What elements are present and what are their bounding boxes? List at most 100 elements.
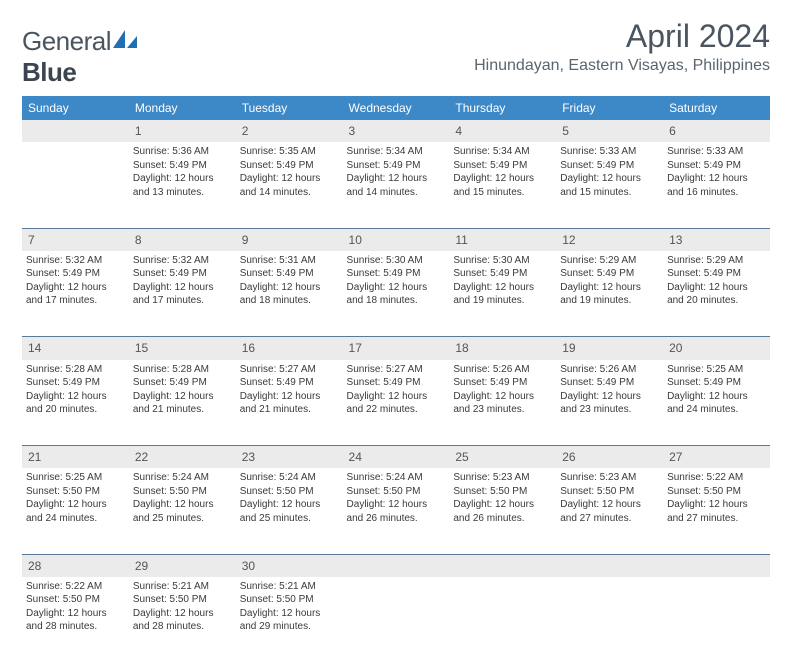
daylight-text: Daylight: 12 hours (133, 607, 232, 621)
day-cell: Sunrise: 5:27 AMSunset: 5:49 PMDaylight:… (343, 360, 450, 446)
sunrise-text: Sunrise: 5:21 AM (133, 580, 232, 594)
sunset-text: Sunset: 5:49 PM (26, 267, 125, 281)
daylight-text: Daylight: 12 hours (347, 498, 446, 512)
day-header: Friday (556, 96, 663, 120)
day-cell: Sunrise: 5:27 AMSunset: 5:49 PMDaylight:… (236, 360, 343, 446)
sunset-text: Sunset: 5:49 PM (667, 159, 766, 173)
sunrise-text: Sunrise: 5:26 AM (453, 363, 552, 377)
day-cell (449, 577, 556, 663)
sunrise-text: Sunrise: 5:24 AM (240, 471, 339, 485)
week-row: Sunrise: 5:25 AMSunset: 5:50 PMDaylight:… (22, 468, 770, 554)
day-cell: Sunrise: 5:28 AMSunset: 5:49 PMDaylight:… (22, 360, 129, 446)
day-number: 7 (22, 228, 129, 251)
day-number: 1 (129, 120, 236, 142)
day-cell: Sunrise: 5:31 AMSunset: 5:49 PMDaylight:… (236, 251, 343, 337)
daylight-text: Daylight: 12 hours (453, 281, 552, 295)
day-number: 6 (663, 120, 770, 142)
daylight-text: Daylight: 12 hours (240, 498, 339, 512)
day-cell: Sunrise: 5:24 AMSunset: 5:50 PMDaylight:… (129, 468, 236, 554)
calendar-table: Sunday Monday Tuesday Wednesday Thursday… (22, 96, 770, 663)
daylight-text: and 24 minutes. (667, 403, 766, 417)
daylight-text: Daylight: 12 hours (667, 498, 766, 512)
day-number: 5 (556, 120, 663, 142)
sunrise-text: Sunrise: 5:36 AM (133, 145, 232, 159)
daylight-text: Daylight: 12 hours (133, 498, 232, 512)
day-cell: Sunrise: 5:30 AMSunset: 5:49 PMDaylight:… (449, 251, 556, 337)
daylight-text: and 17 minutes. (133, 294, 232, 308)
daylight-text: and 25 minutes. (240, 512, 339, 526)
sunrise-text: Sunrise: 5:35 AM (240, 145, 339, 159)
day-number: 2 (236, 120, 343, 142)
sunrise-text: Sunrise: 5:30 AM (347, 254, 446, 268)
sunrise-text: Sunrise: 5:33 AM (560, 145, 659, 159)
daylight-text: Daylight: 12 hours (347, 390, 446, 404)
brand-text: GeneralBlue (22, 26, 139, 88)
daylight-text: and 19 minutes. (560, 294, 659, 308)
day-number: 16 (236, 337, 343, 360)
sunset-text: Sunset: 5:49 PM (453, 267, 552, 281)
day-number: 11 (449, 228, 556, 251)
sunset-text: Sunset: 5:50 PM (26, 485, 125, 499)
day-number (663, 554, 770, 577)
day-cell: Sunrise: 5:32 AMSunset: 5:49 PMDaylight:… (129, 251, 236, 337)
daylight-text: Daylight: 12 hours (453, 498, 552, 512)
daylight-text: and 17 minutes. (26, 294, 125, 308)
sunrise-text: Sunrise: 5:24 AM (133, 471, 232, 485)
sunset-text: Sunset: 5:49 PM (347, 376, 446, 390)
header: GeneralBlue April 2024 Hinundayan, Easte… (22, 18, 770, 88)
sunrise-text: Sunrise: 5:32 AM (133, 254, 232, 268)
daylight-text: Daylight: 12 hours (26, 607, 125, 621)
daylight-text: and 29 minutes. (240, 620, 339, 634)
sunset-text: Sunset: 5:49 PM (560, 267, 659, 281)
day-number: 26 (556, 446, 663, 469)
sunrise-text: Sunrise: 5:23 AM (453, 471, 552, 485)
sunrise-text: Sunrise: 5:34 AM (453, 145, 552, 159)
sunrise-text: Sunrise: 5:31 AM (240, 254, 339, 268)
daylight-text: Daylight: 12 hours (453, 172, 552, 186)
daylight-text: and 16 minutes. (667, 186, 766, 200)
sunset-text: Sunset: 5:49 PM (667, 376, 766, 390)
day-cell: Sunrise: 5:25 AMSunset: 5:49 PMDaylight:… (663, 360, 770, 446)
daylight-text: Daylight: 12 hours (240, 607, 339, 621)
daylight-text: and 21 minutes. (133, 403, 232, 417)
day-cell: Sunrise: 5:32 AMSunset: 5:49 PMDaylight:… (22, 251, 129, 337)
daylight-text: Daylight: 12 hours (240, 172, 339, 186)
daylight-text: and 13 minutes. (133, 186, 232, 200)
sunrise-text: Sunrise: 5:28 AM (26, 363, 125, 377)
day-cell: Sunrise: 5:34 AMSunset: 5:49 PMDaylight:… (449, 142, 556, 228)
day-header: Monday (129, 96, 236, 120)
day-number (22, 120, 129, 142)
day-number: 17 (343, 337, 450, 360)
daylight-text: and 18 minutes. (347, 294, 446, 308)
daylight-text: and 14 minutes. (240, 186, 339, 200)
day-number: 22 (129, 446, 236, 469)
daylight-text: and 27 minutes. (560, 512, 659, 526)
sunset-text: Sunset: 5:50 PM (240, 593, 339, 607)
sunrise-text: Sunrise: 5:23 AM (560, 471, 659, 485)
day-number: 27 (663, 446, 770, 469)
sunset-text: Sunset: 5:49 PM (133, 267, 232, 281)
week-row: Sunrise: 5:28 AMSunset: 5:49 PMDaylight:… (22, 360, 770, 446)
day-cell (22, 142, 129, 228)
sunrise-text: Sunrise: 5:25 AM (667, 363, 766, 377)
daynum-row: 123456 (22, 120, 770, 142)
sunrise-text: Sunrise: 5:32 AM (26, 254, 125, 268)
day-number: 23 (236, 446, 343, 469)
day-header: Tuesday (236, 96, 343, 120)
day-number: 28 (22, 554, 129, 577)
sunrise-text: Sunrise: 5:29 AM (560, 254, 659, 268)
week-row: Sunrise: 5:36 AM Sunset: 5:49 PM Daylight:… (22, 142, 770, 228)
sunset-text: Sunset: 5:50 PM (453, 485, 552, 499)
day-number: 19 (556, 337, 663, 360)
day-number: 18 (449, 337, 556, 360)
calendar-body: 123456Sunrise: 5:36 AMSunset: 5:49 PMDay… (22, 120, 770, 663)
daylight-text: Daylight: 12 hours (240, 390, 339, 404)
brand-part1: General (22, 26, 111, 56)
daylight-text: Daylight: 12 hours (347, 172, 446, 186)
day-number: 13 (663, 228, 770, 251)
daynum-row: 21222324252627 (22, 446, 770, 469)
day-cell: Sunrise: 5:33 AMSunset: 5:49 PMDaylight:… (556, 142, 663, 228)
daylight-text: and 24 minutes. (26, 512, 125, 526)
day-cell (343, 577, 450, 663)
daylight-text: Daylight: 12 hours (560, 390, 659, 404)
